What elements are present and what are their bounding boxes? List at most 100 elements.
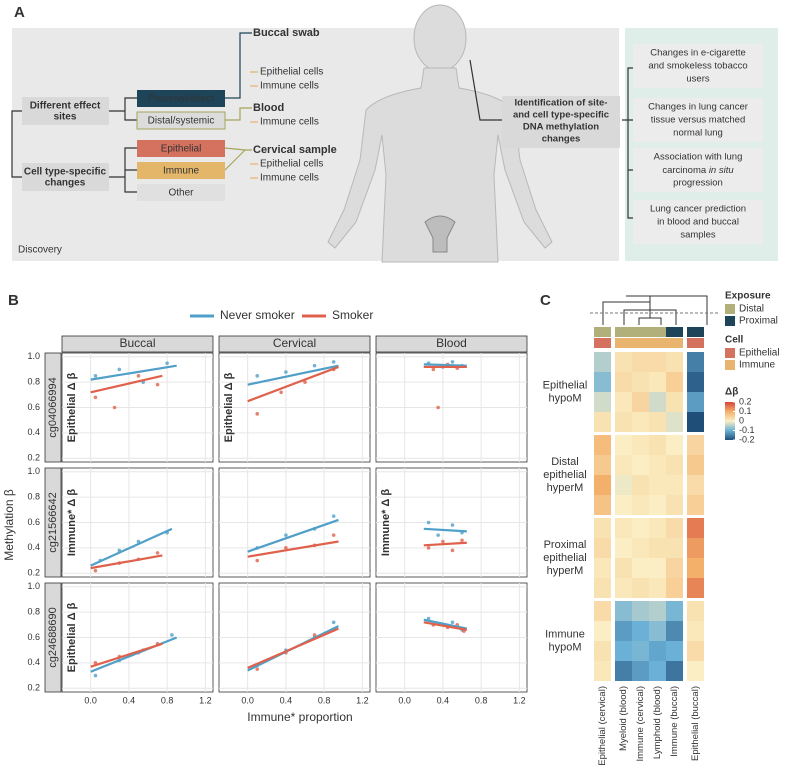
y-tick-label: 0.8 bbox=[27, 377, 40, 387]
column-label: Immune (cervical) bbox=[635, 686, 646, 762]
point bbox=[426, 546, 431, 550]
fit-line bbox=[90, 364, 177, 381]
heat-cell bbox=[594, 392, 611, 412]
heat-cell bbox=[632, 641, 649, 661]
exposure-cell bbox=[687, 327, 704, 337]
right-box-text: normal lung bbox=[673, 128, 723, 139]
fit-line bbox=[247, 627, 339, 669]
x-tick-label: 0.8 bbox=[161, 695, 174, 705]
point bbox=[136, 374, 141, 378]
legend-swatch bbox=[725, 304, 735, 314]
heat-cell bbox=[687, 641, 704, 661]
heat-cell bbox=[594, 578, 611, 598]
heat-cell bbox=[615, 412, 632, 432]
point bbox=[284, 546, 288, 550]
right-box-text-part: carcinoma bbox=[662, 165, 708, 176]
group-label: hypoM bbox=[548, 641, 581, 653]
heat-cell bbox=[632, 372, 649, 392]
heat-cell bbox=[615, 641, 632, 661]
point bbox=[312, 633, 317, 637]
right-box-text: Changes in lung cancer bbox=[648, 102, 748, 113]
cell-type-cell bbox=[594, 338, 611, 348]
fit-line bbox=[423, 527, 467, 533]
row-strip bbox=[44, 467, 62, 578]
annotation: Epithelial Δ β bbox=[223, 372, 235, 442]
strip-label: Blood bbox=[436, 336, 467, 350]
heat-cell bbox=[594, 475, 611, 495]
legend-title: Exposure bbox=[725, 291, 771, 302]
heat-cell bbox=[615, 455, 632, 475]
row-strip bbox=[44, 582, 62, 693]
point bbox=[331, 360, 336, 364]
heat-cell bbox=[687, 392, 704, 412]
x-axis-label: Immune* proportion bbox=[247, 710, 352, 724]
x-tick-label: 1.2 bbox=[356, 695, 369, 705]
annotation: Epithelial Δ β bbox=[66, 372, 78, 442]
point bbox=[450, 360, 455, 364]
heat-cell bbox=[666, 661, 683, 681]
x-tick-label: 0.4 bbox=[123, 695, 136, 705]
column-label: Immune (buccal) bbox=[669, 686, 680, 757]
fit-line bbox=[247, 365, 339, 403]
mid-box-text: Immune bbox=[163, 166, 200, 177]
sample-cell: Immune cells bbox=[260, 81, 319, 92]
point bbox=[155, 382, 160, 387]
point bbox=[284, 370, 288, 374]
x-tick-label: 0.8 bbox=[318, 695, 331, 705]
mid-box bbox=[137, 140, 225, 157]
fit-line bbox=[423, 363, 467, 367]
fit-line bbox=[90, 642, 163, 668]
point bbox=[460, 538, 464, 543]
point bbox=[436, 405, 440, 410]
exposure-cell bbox=[666, 327, 683, 337]
y-tick-label: 0.4 bbox=[27, 542, 40, 552]
center-box-text: Identification of site- bbox=[515, 98, 608, 109]
heat-cell bbox=[632, 601, 649, 621]
heat-cell bbox=[632, 352, 649, 372]
heat-cell bbox=[632, 412, 649, 432]
point bbox=[93, 374, 98, 378]
point bbox=[331, 514, 336, 518]
heat-cell bbox=[615, 661, 632, 681]
fit-line bbox=[90, 527, 173, 567]
x-tick-label: 0.8 bbox=[475, 695, 488, 705]
fit-line bbox=[90, 374, 163, 394]
heat-cell bbox=[649, 455, 666, 475]
row-strip bbox=[44, 352, 62, 463]
right-box bbox=[633, 148, 763, 192]
point bbox=[436, 533, 440, 537]
y-tick-label: 0.2 bbox=[27, 568, 40, 578]
right-box-text-part: in situ bbox=[709, 165, 735, 176]
y-tick-label: 0.6 bbox=[27, 517, 40, 527]
y-tick-label: 0.4 bbox=[27, 427, 40, 437]
column-label: Lymphoid (blood) bbox=[652, 686, 663, 759]
point bbox=[331, 620, 336, 625]
group-label: hyperM bbox=[547, 482, 584, 494]
left-box-text: changes bbox=[45, 178, 86, 189]
sample-cell: Epithelial cells bbox=[260, 67, 323, 78]
colorbar-tick-label: 0.2 bbox=[739, 396, 752, 406]
heat-cell bbox=[687, 518, 704, 538]
heat-cell bbox=[594, 455, 611, 475]
right-box bbox=[633, 44, 763, 88]
heat-cell bbox=[615, 538, 632, 558]
heat-cell bbox=[666, 392, 683, 412]
right-box-text: Changes in e-cigarette bbox=[650, 48, 746, 59]
y-tick-label: 0.2 bbox=[27, 683, 40, 693]
point bbox=[441, 539, 445, 544]
heat-cell bbox=[649, 435, 666, 455]
cell-type-cell bbox=[687, 338, 704, 348]
heat-cell bbox=[615, 578, 632, 598]
group-label: Proximal bbox=[544, 539, 587, 551]
x-tick-label: 1.2 bbox=[199, 695, 212, 705]
heat-cell bbox=[666, 475, 683, 495]
heat-cell bbox=[594, 601, 611, 621]
heat-cell bbox=[632, 621, 649, 641]
right-box-text: in blood and buccal bbox=[657, 217, 739, 228]
mid-box bbox=[137, 90, 225, 107]
heat-cell bbox=[649, 475, 666, 495]
connectors bbox=[11, 32, 633, 219]
colorbar bbox=[725, 402, 735, 440]
heat-cell bbox=[632, 475, 649, 495]
fit-line bbox=[90, 636, 178, 673]
